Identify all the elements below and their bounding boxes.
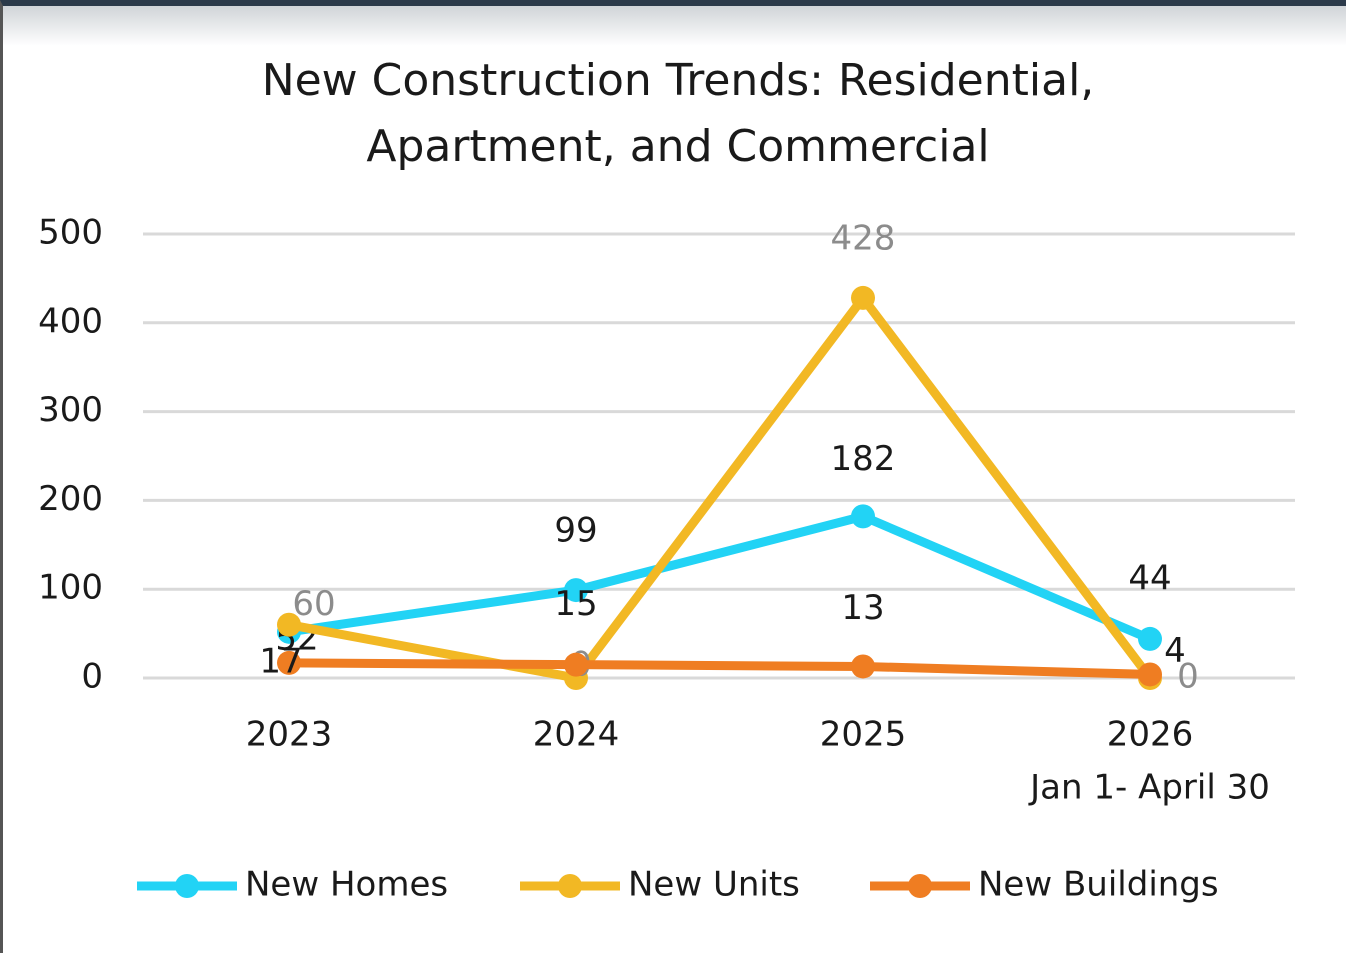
data-label: 17 — [259, 641, 302, 681]
point — [851, 654, 875, 679]
data-label: 44 — [1128, 558, 1171, 598]
data-label: 428 — [831, 218, 896, 258]
point — [851, 504, 875, 529]
y-tick-label: 200 — [38, 479, 103, 519]
data-label: 15 — [554, 584, 597, 624]
point — [277, 612, 301, 637]
point — [277, 650, 301, 675]
legend-marker — [175, 874, 199, 898]
data-label: 13 — [841, 588, 884, 628]
legend-marker — [558, 874, 582, 898]
y-tick-label: 100 — [38, 568, 103, 608]
point — [564, 652, 588, 677]
legend-label: New Homes — [245, 865, 448, 905]
point — [1138, 662, 1162, 687]
x-tick-label: Jan 1- April 30 — [1028, 768, 1270, 808]
x-tick-label: 2024 — [533, 715, 620, 755]
data-label: 99 — [554, 511, 597, 551]
legend-label: New Buildings — [978, 865, 1219, 905]
chart-title: New Construction Trends: Residential, Ap… — [261, 55, 1095, 172]
data-label: 182 — [831, 439, 896, 479]
data-label: 0 — [1177, 657, 1199, 697]
y-tick-label: 0 — [81, 657, 103, 697]
data-label: 4 — [1164, 631, 1186, 671]
data-label: 60 — [292, 584, 335, 624]
y-tick-label: 300 — [38, 390, 103, 430]
legend-marker — [908, 874, 932, 898]
point — [1138, 626, 1162, 651]
series-line — [288, 511, 1152, 644]
x-tick-label: 2026 — [1107, 715, 1194, 755]
point — [564, 578, 588, 603]
legend-label: New Units — [628, 865, 800, 905]
y-tick-label: 400 — [38, 301, 103, 341]
x-tick-label: 2025 — [820, 715, 907, 755]
shade — [3, 6, 1346, 46]
series-line — [288, 293, 1154, 683]
point — [851, 285, 875, 310]
y-tick-label: 500 — [38, 213, 103, 253]
series-line — [288, 658, 1151, 679]
x-tick-label: 2023 — [246, 715, 333, 755]
